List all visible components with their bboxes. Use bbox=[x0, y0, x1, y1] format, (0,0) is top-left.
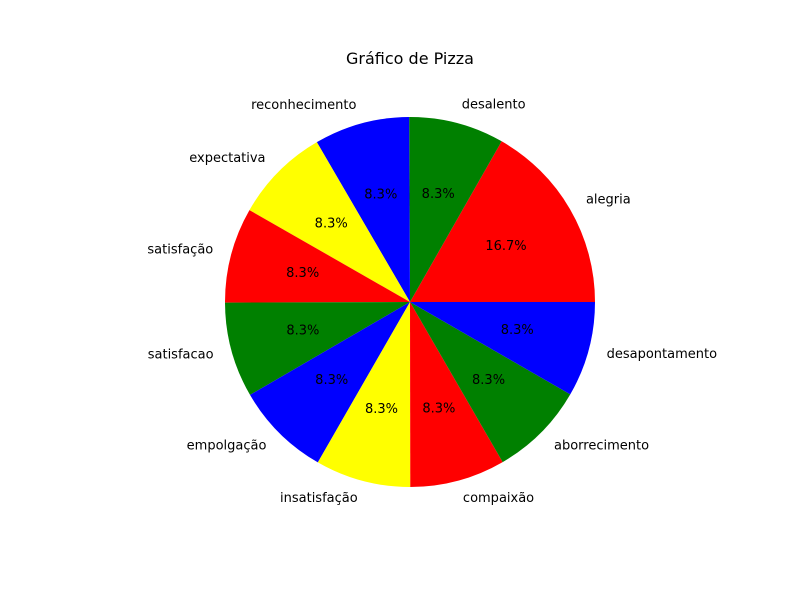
slice-percent-label: 8.3% bbox=[315, 373, 348, 388]
slice-label: insatisfação bbox=[280, 491, 358, 506]
pie-slice bbox=[316, 117, 410, 302]
pie-slice bbox=[410, 302, 571, 463]
slice-label: desalento bbox=[462, 98, 526, 113]
slice-label: satisfação bbox=[147, 243, 213, 258]
pie-labels: alegria 16.7% desalento 8.3% reconhecimento 8… bbox=[147, 98, 717, 506]
slice-label: empolgação bbox=[187, 439, 267, 454]
slice-label: reconhecimento bbox=[251, 98, 356, 113]
pie-slice bbox=[410, 302, 595, 395]
slice-percent-label: 16.7% bbox=[485, 239, 526, 254]
slice-label: alegria bbox=[586, 192, 631, 207]
pie-slice bbox=[410, 141, 595, 302]
pie-slice bbox=[225, 302, 410, 395]
slice-label: expectativa bbox=[189, 151, 265, 166]
slice-percent-label: 8.3% bbox=[501, 323, 534, 338]
slice-percent-label: 8.3% bbox=[472, 373, 505, 388]
chart-title: Gráfico de Pizza bbox=[346, 49, 474, 68]
slice-percent-label: 8.3% bbox=[286, 324, 319, 339]
slice-percent-label: 8.3% bbox=[365, 402, 398, 417]
slice-label: satisfacao bbox=[148, 348, 214, 363]
slice-percent-label: 8.3% bbox=[422, 402, 455, 417]
pie-slice bbox=[410, 302, 503, 487]
slice-percent-label: 8.3% bbox=[422, 187, 455, 202]
pie-slice bbox=[224, 210, 410, 303]
pie-slice bbox=[249, 142, 410, 302]
slice-percent-label: 8.3% bbox=[364, 187, 397, 202]
slice-label: aborrecimento bbox=[554, 438, 649, 453]
pie-slice bbox=[317, 302, 411, 488]
slice-label: desapontamento bbox=[607, 347, 717, 362]
pie-slice bbox=[250, 302, 410, 463]
pie-slice bbox=[409, 116, 502, 302]
pie-slices bbox=[224, 116, 595, 488]
slice-label: compaixão bbox=[463, 491, 534, 506]
slice-percent-label: 8.3% bbox=[286, 266, 319, 281]
slice-percent-label: 8.3% bbox=[315, 216, 348, 231]
